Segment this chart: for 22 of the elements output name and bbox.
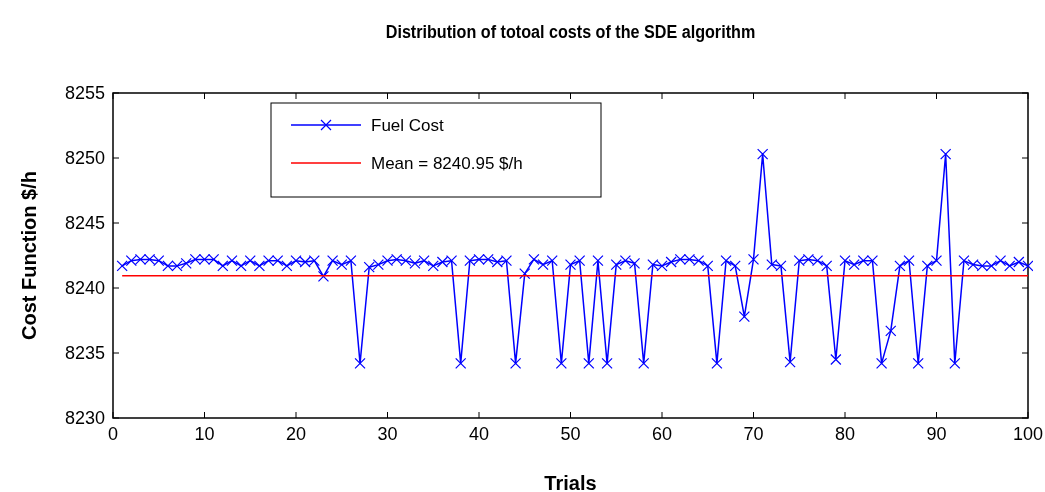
x-tick-label: 0 [107,424,119,444]
chart-title: Distribution of totoal costs of the SDE algorithm [385,20,756,43]
x-tick-label: 50 [560,424,581,444]
x-tick-label: 100 [1012,424,1044,444]
legend-label: Fuel Cost [371,116,445,135]
y-tick-label: 8250 [64,148,105,168]
y-tick-label: 8240 [64,278,105,298]
y-tick-label: 8230 [64,408,105,428]
x-tick-label: 60 [651,424,673,444]
x-tick-label: 20 [285,424,307,444]
x-tick-label: 40 [468,424,490,444]
x-tick-label: 80 [834,424,856,444]
x-tick-label: 10 [194,424,215,444]
x-tick-label: 70 [743,424,764,444]
x-tick-label: 90 [926,424,947,444]
x-axis-title: Trials [544,472,597,492]
y-tick-label: 8245 [64,213,105,233]
y-tick-label: 8235 [64,343,105,363]
x-tick-label: 30 [377,424,398,444]
y-axis-title: Cost Function $/h [18,171,40,340]
legend-label: Mean = 8240.95 $/h [371,154,523,173]
y-tick-label: 8255 [64,83,105,103]
